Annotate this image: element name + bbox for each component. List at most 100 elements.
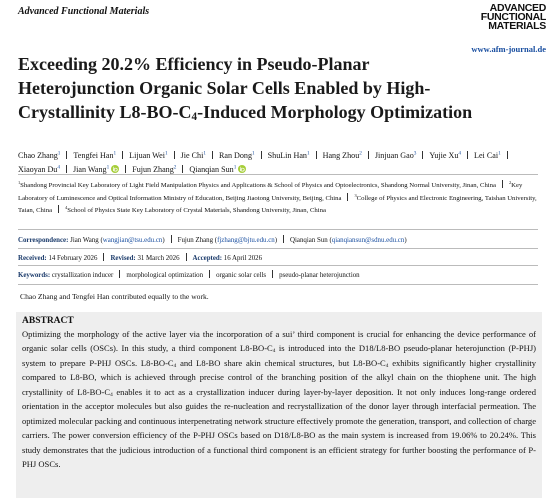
keyword: organic solar cells [216, 272, 267, 279]
affiliations: 1Shandong Provincial Key Laboratory of L… [18, 180, 540, 218]
separator [125, 165, 127, 173]
affiliation-number: 2 [508, 179, 512, 185]
journal-name: Advanced Functional Materials [18, 6, 150, 17]
separator [367, 151, 369, 159]
date-value: 31 March 2026 [137, 255, 180, 262]
separator [119, 270, 121, 278]
abstract-heading: ABSTRACT [22, 316, 74, 326]
logo-line: MATERIALS [488, 20, 546, 32]
author-name: ShuLin Han [267, 151, 307, 160]
author[interactable]: Ran Dong1 [219, 151, 255, 160]
separator [211, 151, 213, 159]
author[interactable]: Jinjuan Gao3 [375, 151, 417, 160]
date-label: Received: [18, 255, 47, 262]
keyword: pseudo-planar heterojunction [279, 272, 360, 279]
affiliation-ref: 1 [252, 150, 255, 157]
equal-contribution-note: Chao Zhang and Tengfei Han contributed e… [20, 292, 209, 301]
separator [58, 205, 60, 214]
affiliation-ref: 1 [306, 150, 310, 157]
subscript: 4 [173, 362, 177, 369]
author[interactable]: Qianqian Sun1 [189, 164, 247, 174]
author[interactable]: Yujie Xu4 [429, 151, 461, 160]
abstract-box: ABSTRACT Optimizing the morphology of th… [16, 312, 542, 498]
text-run: enables it to act as a crystallization i… [22, 386, 536, 470]
separator [122, 151, 124, 159]
journal-logo: ADVANCED FUNCTIONAL MATERIALS [481, 2, 547, 32]
separator [283, 235, 284, 243]
author[interactable]: Jian Wang1 [72, 165, 120, 174]
divider [18, 174, 538, 175]
separator [272, 270, 274, 278]
divider [18, 284, 538, 285]
affiliation-ref: 3 [413, 150, 417, 157]
affiliation-text: Key Laboratory of Luminescence and Optic… [18, 182, 523, 202]
author-name: Xiaoyan Du [18, 165, 58, 174]
orcid-icon[interactable] [111, 165, 120, 173]
author-name: Jian Wang [72, 165, 107, 174]
author[interactable]: Hang Zhou2 [323, 151, 362, 160]
correspondence-label: Correspondence: [18, 237, 69, 244]
journal-url[interactable]: www.afm-journal.de [471, 44, 546, 54]
date-label: Revised: [110, 255, 136, 262]
author-name: Lijuan Wei [129, 151, 165, 160]
affiliation-ref: 2 [173, 164, 177, 171]
author-name: Hang Zhou [322, 151, 360, 160]
author-name: Chao Zhang [18, 151, 58, 160]
author[interactable]: Lei Cai1 [474, 151, 501, 160]
author[interactable]: Jie Chi1 [181, 151, 206, 160]
email[interactable]: fjzhang@bjtu.edu.cn [217, 237, 275, 244]
abstract-text: Optimizing the morphology of the active … [22, 327, 536, 472]
author-name: Jinjuan Gao [374, 151, 414, 160]
separator [182, 165, 184, 173]
affiliation-ref: 1 [165, 150, 168, 157]
separator [185, 253, 187, 261]
correspondent-name: Qianqian Sun [290, 237, 328, 244]
affiliation-number: 3 [354, 192, 357, 198]
affiliation-number: 1 [18, 179, 21, 185]
separator [347, 192, 349, 201]
affiliation-text: College of Physics and Electronic Engine… [18, 194, 537, 215]
correspondent-name: Fujun Zhang [177, 237, 214, 244]
affiliation-ref: 1 [203, 150, 206, 157]
author[interactable]: Chao Zhang1 [18, 151, 60, 160]
keywords: Keywords: crystallization inducer morphol… [18, 270, 360, 279]
author-name: Ran Dong [218, 151, 253, 160]
affiliation-ref: 2 [359, 150, 362, 157]
dates: Received: 14 February 2026 Revised: 31 Ma… [18, 253, 262, 262]
separator [501, 180, 503, 188]
author-name: Jie Chi [180, 151, 204, 160]
orcid-icon[interactable] [238, 165, 247, 173]
divider [18, 265, 538, 266]
author-name: Qianqian Sun [189, 165, 234, 174]
author[interactable]: Fujun Zhang2 [132, 165, 176, 174]
author[interactable]: Tengfei Han1 [73, 151, 116, 160]
date-value: 16 April 2026 [223, 255, 263, 262]
separator [260, 151, 262, 159]
separator [467, 151, 469, 159]
separator [103, 253, 105, 261]
separator [315, 151, 317, 159]
author[interactable]: ShuLin Han1 [268, 151, 310, 160]
separator [170, 235, 172, 243]
affiliation-text: School of Physics State Key Laboratory o… [67, 207, 326, 215]
author-name: Fujun Zhang [132, 165, 174, 174]
email[interactable]: qianqiansun@sdnu.edu.cn [331, 237, 405, 244]
author-list: Chao Zhang1 Tengfei Han1 Lijuan Wei1 Jie Ch… [18, 149, 538, 177]
subscript: 4 [272, 348, 276, 355]
text-run: is introduced into the D18/L8-BO pseudo-… [22, 343, 536, 368]
author[interactable]: Lijuan Wei1 [129, 151, 167, 160]
affiliation-ref: 1 [233, 164, 237, 171]
paper-title: Exceeding 20.2% Efficiency in Pseudo-Pla… [18, 52, 488, 124]
separator [422, 151, 424, 159]
email[interactable]: wangjian@tsu.edu.cn [102, 237, 163, 244]
text-run: Optimizing the morphology of the active … [22, 329, 536, 354]
date-value: 14 February 2026 [48, 255, 98, 262]
divider [18, 248, 538, 249]
correspondent-name: Jian Wang [70, 237, 99, 244]
affiliation-text: Shandong Provincial Key Laboratory of Li… [20, 182, 496, 189]
author[interactable]: Xiaoyan Du4 [18, 165, 60, 174]
logo-line: ADVANCED [489, 2, 547, 14]
text-run: Exceeding 20.2% Efficiency in Pseudo-Pla… [18, 54, 431, 122]
correspondence: Correspondence: Jian Wang (wangjian@tsu.… [18, 235, 407, 244]
